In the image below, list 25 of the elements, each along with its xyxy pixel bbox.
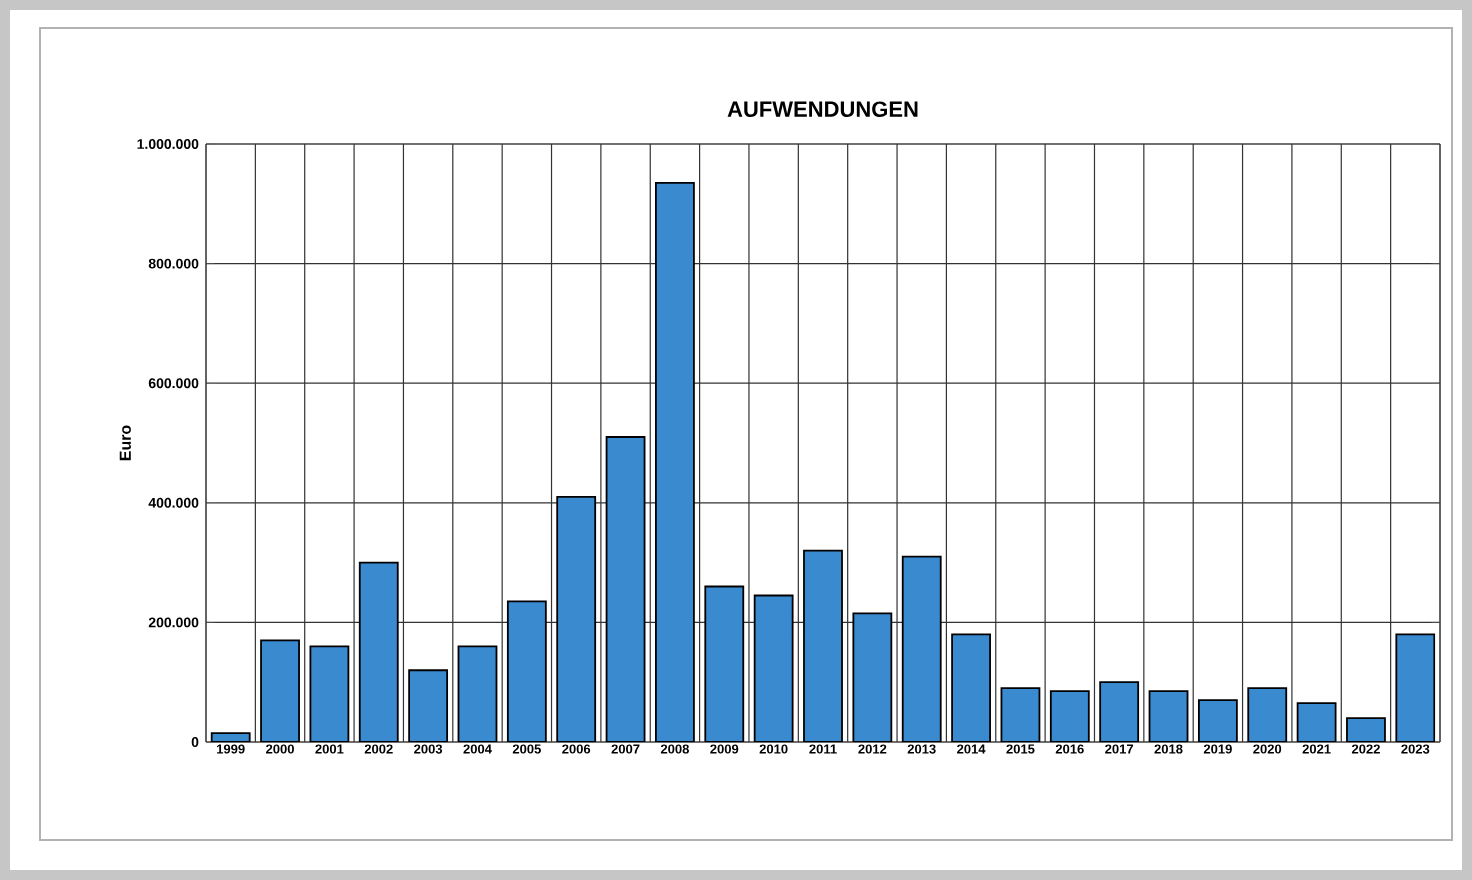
bar bbox=[261, 640, 300, 742]
bar bbox=[1100, 682, 1139, 742]
bar bbox=[1395, 633, 1436, 742]
bar bbox=[853, 613, 892, 742]
bar bbox=[557, 496, 596, 742]
chart-title: AUFWENDUNGEN bbox=[727, 101, 918, 117]
bar bbox=[754, 595, 793, 742]
bar bbox=[606, 437, 645, 742]
bar bbox=[804, 550, 842, 742]
bar bbox=[1248, 688, 1287, 742]
bar bbox=[1198, 700, 1237, 742]
bar bbox=[952, 634, 991, 742]
bar bbox=[1297, 703, 1336, 742]
y-axis-title: Euro bbox=[119, 425, 131, 461]
bar bbox=[507, 601, 546, 742]
bar bbox=[655, 182, 694, 742]
bar bbox=[1149, 691, 1188, 742]
bar bbox=[705, 586, 744, 742]
bar bbox=[1001, 688, 1040, 742]
bar bbox=[1050, 691, 1089, 742]
bar bbox=[409, 670, 448, 742]
bar bbox=[902, 556, 941, 742]
bar bbox=[310, 646, 349, 742]
bar bbox=[359, 562, 398, 742]
bar bbox=[458, 646, 497, 742]
